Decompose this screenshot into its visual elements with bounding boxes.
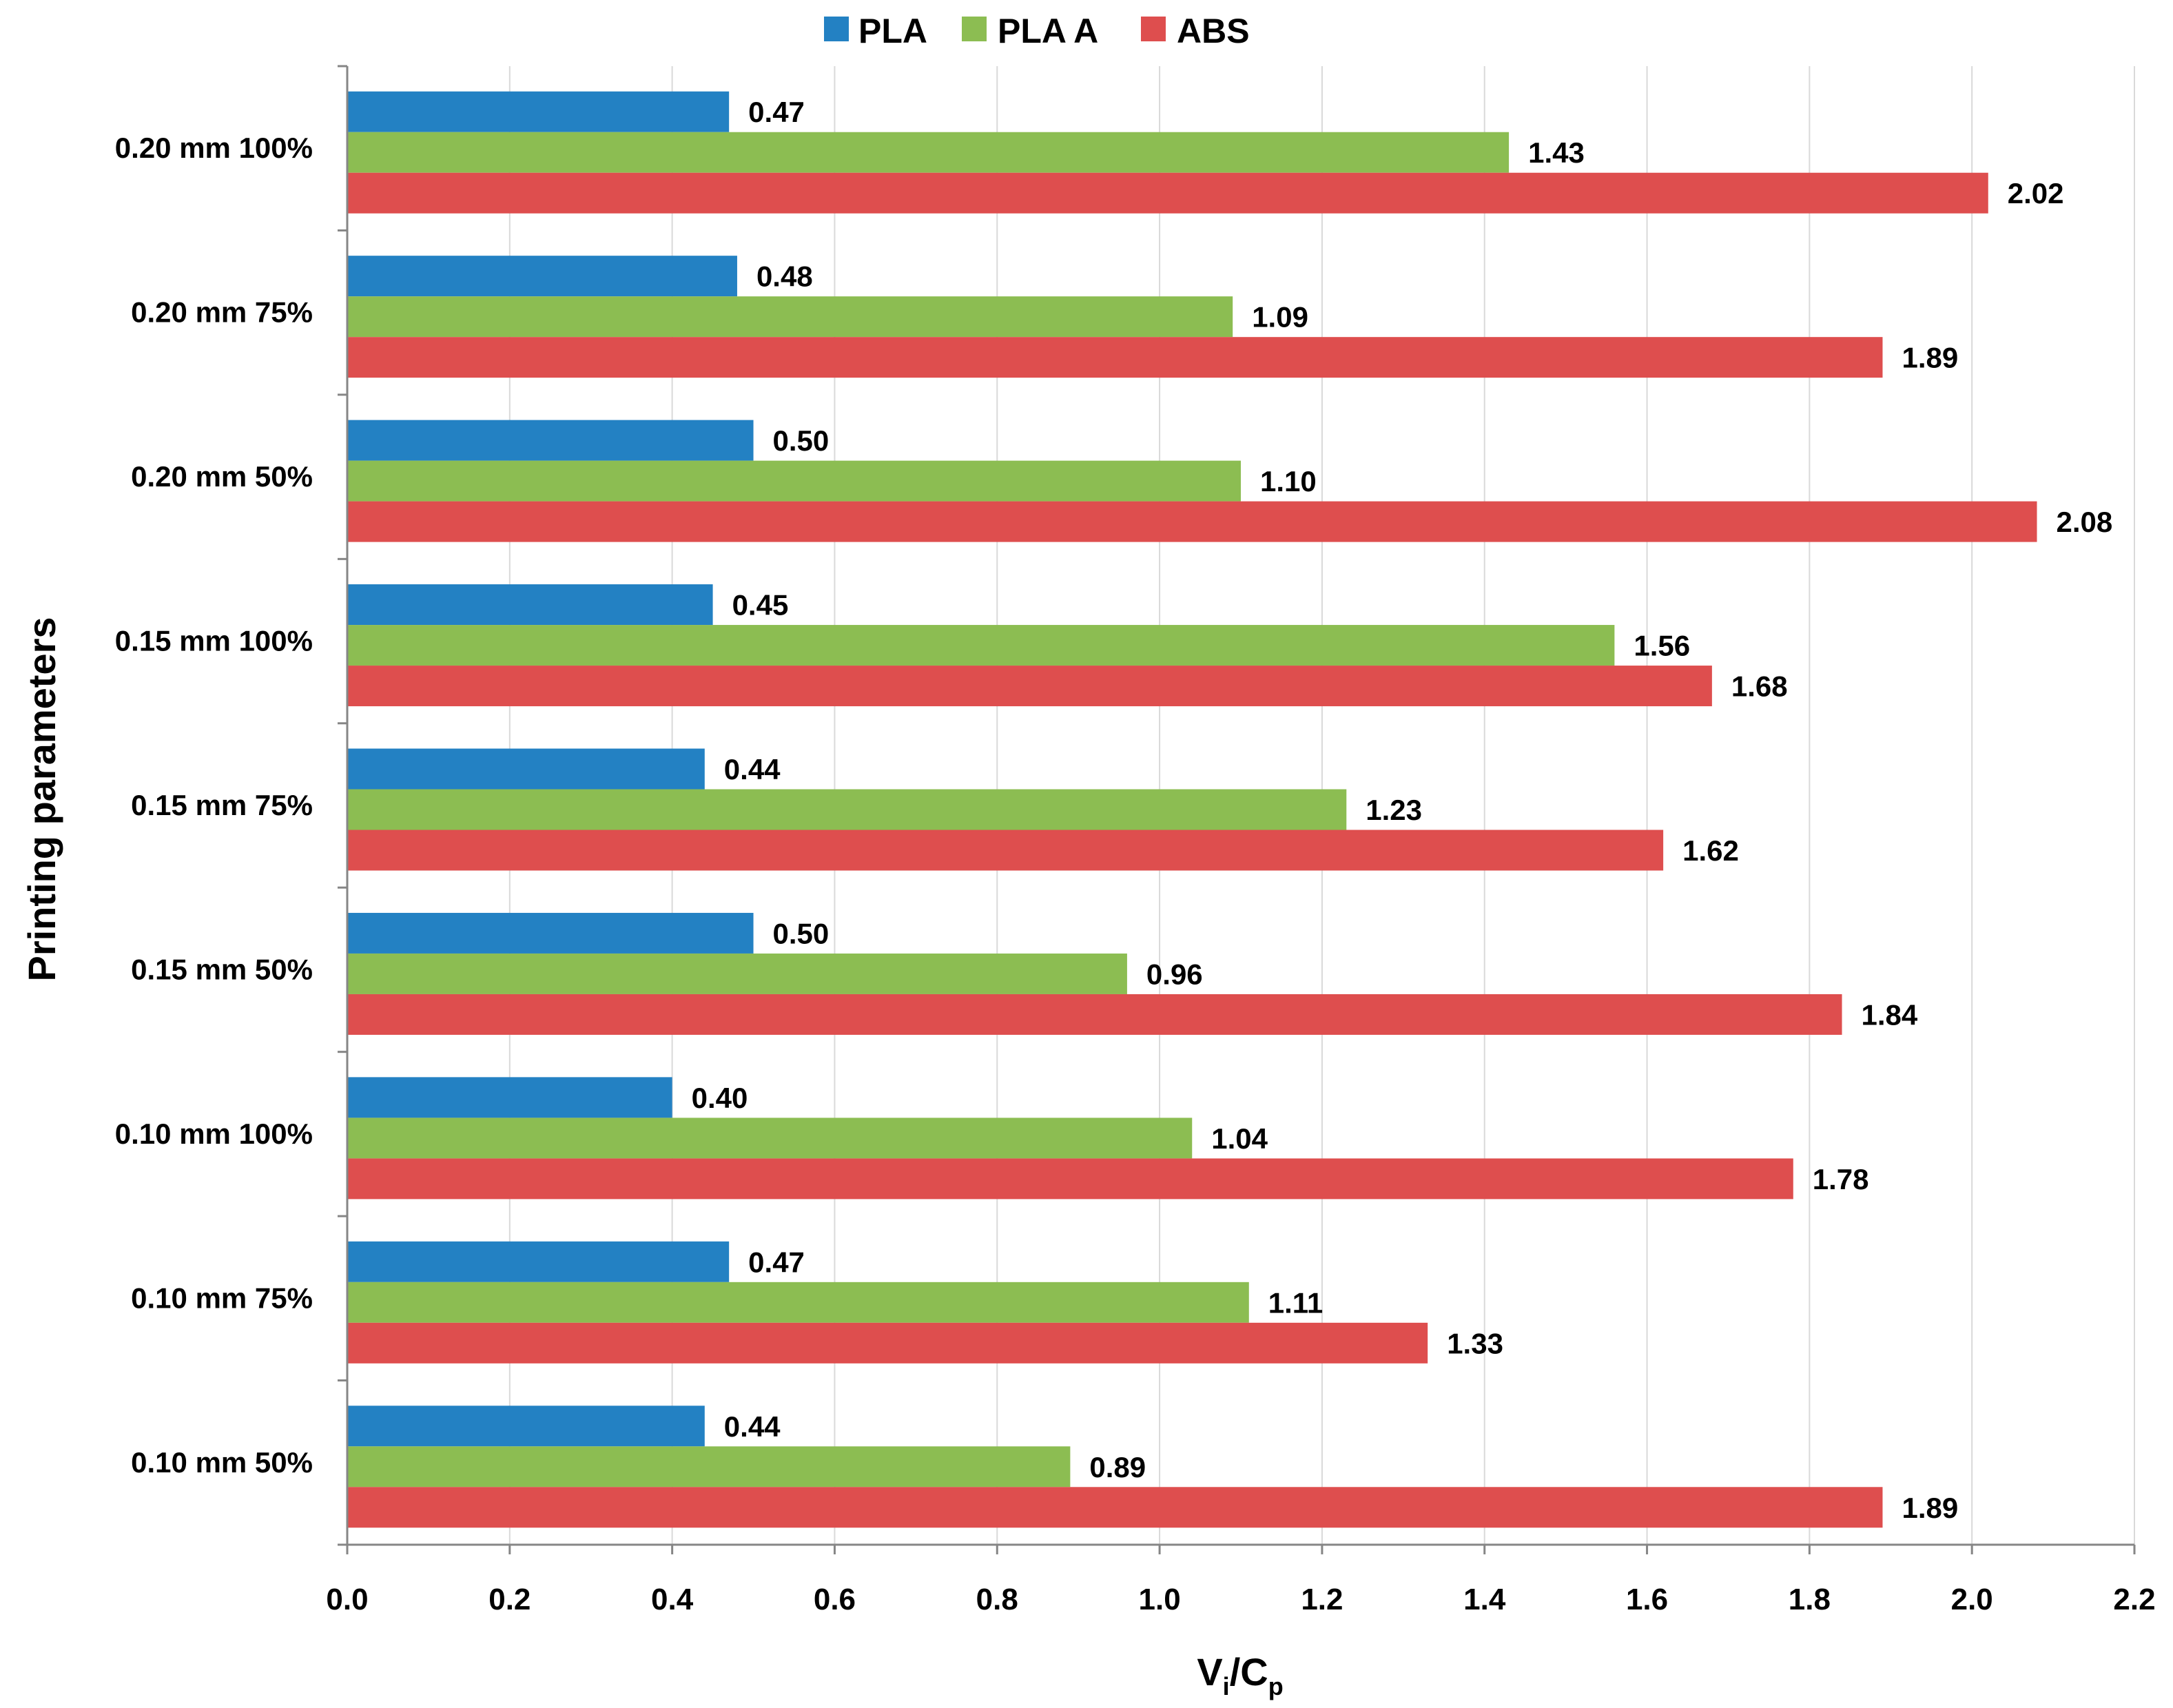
data-label-pla-a-0: 1.43 (1528, 136, 1585, 169)
bars (347, 91, 2037, 1528)
data-label-abs-7: 1.33 (1447, 1327, 1503, 1359)
bar-abs-8 (347, 1487, 1883, 1528)
x-tick-label-2-2: 2.2 (2113, 1583, 2155, 1616)
data-label-pla-a-8: 0.89 (1089, 1451, 1146, 1483)
data-label-pla-a-1: 1.09 (1252, 301, 1308, 333)
data-label-abs-1: 1.89 (1902, 342, 1958, 374)
data-label-abs-0: 2.02 (2008, 177, 2064, 209)
x-tick-label-1-2: 1.2 (1301, 1583, 1343, 1616)
data-label-pla-8: 0.44 (724, 1410, 781, 1443)
bar-pla-a-3 (347, 625, 1615, 666)
data-label-pla-a-4: 1.23 (1366, 794, 1422, 826)
category-labels: 0.20 mm 100% 0.20 mm 75% 0.20 mm 50% 0.15 m… (115, 132, 313, 1479)
data-label-abs-3: 1.68 (1731, 670, 1788, 703)
x-axis-title-sep: /C (1230, 1650, 1268, 1694)
data-label-pla-a-6: 1.04 (1211, 1122, 1268, 1155)
legend-label-abs: ABS (1177, 12, 1250, 50)
bar-abs-5 (347, 994, 1842, 1035)
bar-pla-a-5 (347, 953, 1127, 994)
data-label-abs-2: 2.08 (2057, 506, 2113, 538)
data-label-pla-a-2: 1.10 (1260, 465, 1317, 497)
data-label-abs-4: 1.62 (1682, 834, 1739, 867)
bar-pla-8 (347, 1406, 705, 1447)
x-tick-labels: 0.0 0.2 0.4 0.6 0.8 1.0 1.2 1.4 1.6 1.8 2.0 2.2 (326, 1583, 2155, 1616)
bar-pla-1 (347, 256, 737, 297)
data-label-pla-1: 0.48 (756, 260, 813, 293)
bar-pla-a-2 (347, 460, 1241, 502)
x-tick-label-0-8: 0.8 (976, 1583, 1018, 1616)
tick-marks (338, 65, 2136, 1554)
data-labels: 0.47 1.43 2.02 0.48 1.09 1.89 0.50 1.10 2.08 0.45… (692, 96, 2113, 1524)
bar-pla-a-0 (347, 132, 1510, 173)
bar-pla-4 (347, 748, 705, 790)
bar-pla-0 (347, 91, 730, 132)
x-tick-label-2-0: 2.0 (1951, 1583, 1993, 1616)
x-axis-title: Vi/Cp (1197, 1650, 1283, 1700)
legend-swatch-pla-a (962, 17, 987, 41)
category-label: 0.15 mm 75% (131, 789, 313, 821)
data-label-pla-7: 0.47 (748, 1246, 805, 1278)
x-axis-title-sub-p: p (1268, 1672, 1284, 1700)
x-tick-label-1-0: 1.0 (1139, 1583, 1181, 1616)
data-label-pla-6: 0.40 (692, 1082, 748, 1114)
bar-pla-a-8 (347, 1446, 1071, 1488)
bar-abs-7 (347, 1322, 1428, 1364)
x-tick-label-0-6: 0.6 (814, 1583, 856, 1616)
data-label-pla-0: 0.47 (748, 96, 805, 128)
data-label-abs-8: 1.89 (1902, 1492, 1958, 1524)
x-tick-label-0-0: 0.0 (326, 1583, 368, 1616)
x-axis-title-main: V (1197, 1650, 1222, 1694)
bar-abs-2 (347, 501, 2037, 542)
data-label-pla-3: 0.45 (732, 589, 789, 621)
x-axis-title-sub-i: i (1223, 1672, 1230, 1700)
x-tick-label-1-8: 1.8 (1789, 1583, 1831, 1616)
bar-abs-6 (347, 1158, 1793, 1200)
data-label-pla-a-3: 1.56 (1634, 630, 1690, 662)
bar-pla-7 (347, 1241, 730, 1282)
category-label: 0.10 mm 50% (131, 1446, 313, 1479)
bar-pla-5 (347, 912, 754, 954)
legend-swatch-abs (1141, 17, 1166, 41)
category-label: 0.15 mm 50% (131, 953, 313, 985)
bar-pla-3 (347, 584, 713, 626)
y-axis-title: Printing parameters (20, 617, 63, 981)
legend: PLA PLA A ABS (824, 12, 1250, 50)
legend-label-pla-a: PLA A (998, 12, 1098, 50)
category-label: 0.15 mm 100% (115, 625, 313, 657)
bar-abs-3 (347, 666, 1712, 707)
data-label-pla-4: 0.44 (724, 753, 781, 785)
data-label-abs-5: 1.84 (1862, 998, 1918, 1031)
bar-abs-4 (347, 830, 1664, 871)
x-tick-label-0-2: 0.2 (488, 1583, 531, 1616)
legend-label-pla: PLA (858, 12, 927, 50)
data-label-pla-a-7: 1.11 (1268, 1286, 1323, 1319)
data-label-pla-2: 0.50 (773, 424, 830, 457)
axes (346, 66, 2134, 1546)
x-tick-label-1-4: 1.4 (1463, 1583, 1506, 1616)
x-tick-label-1-6: 1.6 (1626, 1583, 1668, 1616)
x-tick-label-0-4: 0.4 (651, 1583, 694, 1616)
data-label-pla-5: 0.50 (773, 917, 830, 949)
data-label-abs-6: 1.78 (1813, 1163, 1869, 1195)
category-label: 0.10 mm 75% (131, 1282, 313, 1314)
bar-pla-6 (347, 1077, 672, 1118)
bar-pla-a-4 (347, 789, 1347, 830)
bar-pla-2 (347, 420, 754, 461)
bar-pla-a-1 (347, 296, 1233, 338)
category-label: 0.20 mm 75% (131, 296, 313, 329)
category-label: 0.20 mm 50% (131, 460, 313, 493)
bar-pla-a-7 (347, 1282, 1249, 1323)
bar-abs-0 (347, 172, 1988, 214)
legend-swatch-pla (824, 17, 849, 41)
bar-pla-a-6 (347, 1118, 1193, 1159)
category-label: 0.20 mm 100% (115, 132, 313, 164)
category-label: 0.10 mm 100% (115, 1118, 313, 1150)
data-label-pla-a-5: 0.96 (1146, 958, 1203, 990)
bar-abs-1 (347, 337, 1883, 378)
